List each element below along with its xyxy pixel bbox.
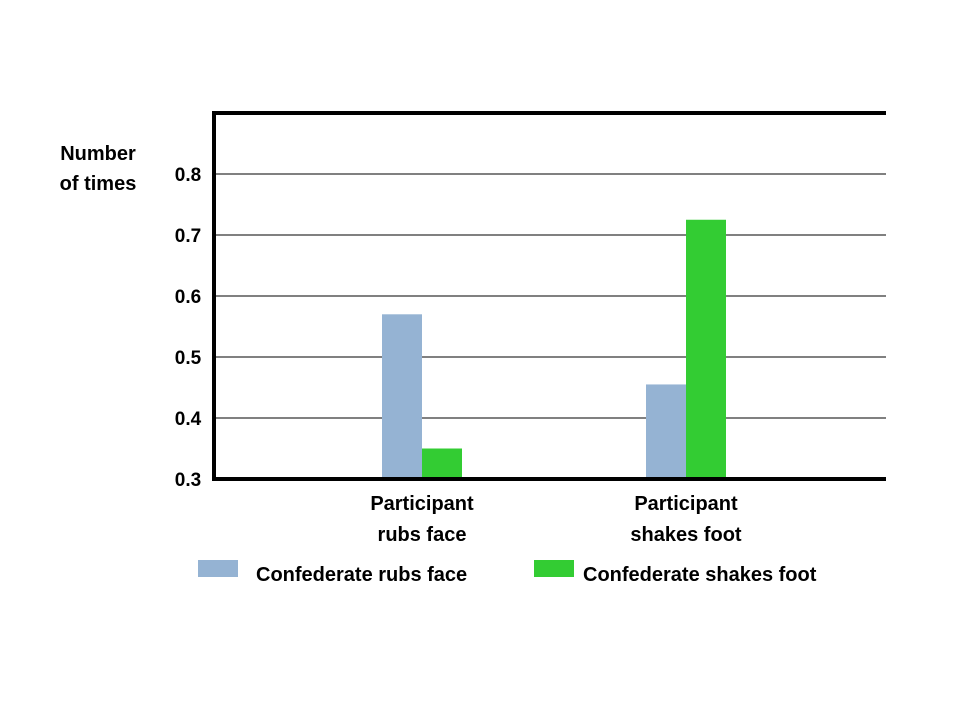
- axes: [212, 111, 886, 481]
- y-axis-label-line-1: Number: [60, 143, 136, 165]
- bars: [382, 219, 726, 479]
- y-tick-label: 0.5: [175, 348, 202, 369]
- legend: Confederate rubs face Confederate shakes …: [198, 560, 817, 586]
- y-tick-label: 0.7: [175, 226, 201, 247]
- legend-swatch: [534, 560, 574, 577]
- bar: [686, 219, 726, 479]
- x-category-label: Participant: [370, 493, 474, 515]
- y-axis-label: Number of times: [60, 143, 137, 195]
- y-tick-labels: 0.3 0.4 0.5 0.6 0.7 0.8: [175, 165, 202, 491]
- x-category-label: shakes foot: [630, 524, 741, 546]
- y-axis-label-line-2: of times: [60, 173, 137, 195]
- bar: [422, 448, 462, 479]
- legend-label: Confederate shakes foot: [583, 564, 817, 586]
- legend-label: Confederate rubs face: [256, 564, 467, 586]
- bar: [382, 314, 422, 479]
- x-category-labels: Participant rubs face Participant shakes fo…: [370, 493, 742, 546]
- bar: [646, 384, 686, 479]
- x-category-label: Participant: [634, 493, 738, 515]
- legend-swatch: [198, 560, 238, 577]
- y-tick-label: 0.4: [175, 409, 202, 430]
- y-tick-label: 0.3: [175, 470, 201, 491]
- grid-lines: [214, 173, 886, 419]
- x-category-label: rubs face: [378, 524, 467, 546]
- y-tick-label: 0.6: [175, 287, 201, 308]
- y-tick-label: 0.8: [175, 165, 201, 186]
